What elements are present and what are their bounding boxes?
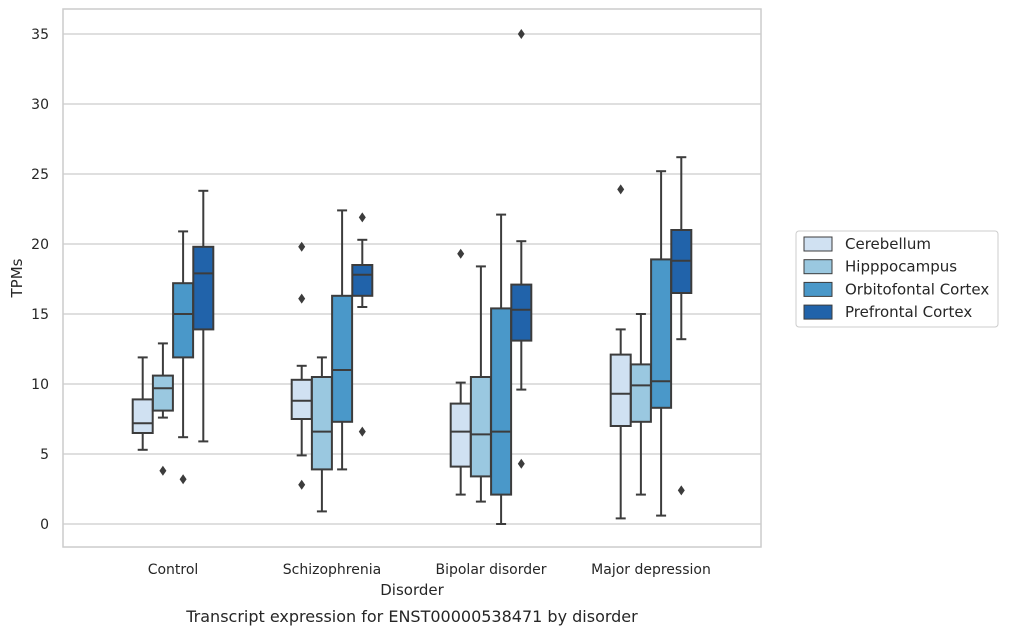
box-iqr xyxy=(469,376,492,478)
box-iqr xyxy=(510,283,533,342)
x-tick-label: Bipolar disorder xyxy=(435,562,546,578)
y-tick-label: 5 xyxy=(40,447,49,463)
box-iqr xyxy=(172,282,195,359)
box-cerebellum xyxy=(131,356,154,451)
outlier-point xyxy=(358,212,366,223)
y-tick-label: 0 xyxy=(40,517,49,533)
box-prefrontal-cortex xyxy=(192,189,215,443)
outlier-point xyxy=(159,465,167,476)
x-tick-label: Schizophrenia xyxy=(283,562,381,578)
chart-caption: Transcript expression for ENST0000053847… xyxy=(185,607,638,626)
boxes xyxy=(131,29,693,525)
box-hipppocampus xyxy=(310,356,333,513)
x-tick-label: Major depression xyxy=(591,562,711,578)
x-axis-label: Disorder xyxy=(380,581,444,599)
box-orbitofontal-cortex xyxy=(331,209,354,471)
box-iqr xyxy=(131,398,154,434)
outlier-point xyxy=(179,474,187,485)
legend-label: Cerebellum xyxy=(845,235,931,253)
box-iqr xyxy=(151,374,174,412)
outlier-point xyxy=(298,293,306,304)
legend: Cerebellum Hipppocampus Orbitofontal Corte… xyxy=(795,230,999,328)
outlier-point xyxy=(298,241,306,252)
box-iqr xyxy=(192,245,215,331)
box-hipppocampus xyxy=(469,265,492,503)
box-iqr xyxy=(351,264,374,297)
box-iqr xyxy=(629,363,652,423)
box-iqr xyxy=(609,353,632,428)
legend-swatch xyxy=(803,281,833,297)
legend-swatch xyxy=(803,259,833,275)
box-iqr xyxy=(310,376,333,471)
y-tick-label: 15 xyxy=(31,307,49,323)
y-tick-label: 20 xyxy=(31,237,49,253)
legend-swatch xyxy=(803,304,833,320)
box-cerebellum xyxy=(449,248,472,496)
box-hipppocampus xyxy=(629,313,652,496)
box-iqr xyxy=(290,378,313,420)
y-axis-label: TPMs xyxy=(8,258,26,298)
box-iqr xyxy=(331,294,354,423)
outlier-point xyxy=(677,485,685,496)
box-prefrontal-cortex xyxy=(351,212,374,437)
box-iqr xyxy=(490,307,513,496)
box-orbitofontal-cortex xyxy=(172,230,195,485)
legend-swatch xyxy=(803,236,833,252)
x-tick-label: Control xyxy=(148,562,199,578)
outlier-point xyxy=(358,426,366,437)
outlier-point xyxy=(457,248,465,259)
legend-label: Orbitofontal Cortex xyxy=(845,280,989,298)
box-cerebellum xyxy=(609,184,632,520)
x-tick-labels: Control Schizophrenia Bipolar disorder Majo… xyxy=(148,562,711,578)
box-hipppocampus xyxy=(151,342,174,476)
box-iqr xyxy=(449,402,472,468)
box-cerebellum xyxy=(290,241,313,490)
box-iqr xyxy=(650,258,673,409)
legend-label: Hipppocampus xyxy=(845,258,957,276)
legend-label: Prefrontal Cortex xyxy=(845,303,972,321)
outlier-point xyxy=(298,479,306,490)
legend-frame xyxy=(795,230,999,328)
outlier-point xyxy=(617,184,625,195)
box-prefrontal-cortex xyxy=(670,156,693,496)
box-orbitofontal-cortex xyxy=(650,170,673,517)
y-tick-label: 35 xyxy=(31,27,49,43)
y-tick-label: 30 xyxy=(31,97,49,113)
y-tick-label: 25 xyxy=(31,167,49,183)
box-prefrontal-cortex xyxy=(510,29,533,469)
outlier-point xyxy=(517,29,525,39)
plot-frame xyxy=(62,8,762,548)
y-tick-label: 10 xyxy=(31,377,49,393)
y-tick-labels: 0 5 10 15 20 25 30 35 xyxy=(31,27,49,533)
outlier-point xyxy=(517,458,525,469)
box-orbitofontal-cortex xyxy=(490,213,513,525)
